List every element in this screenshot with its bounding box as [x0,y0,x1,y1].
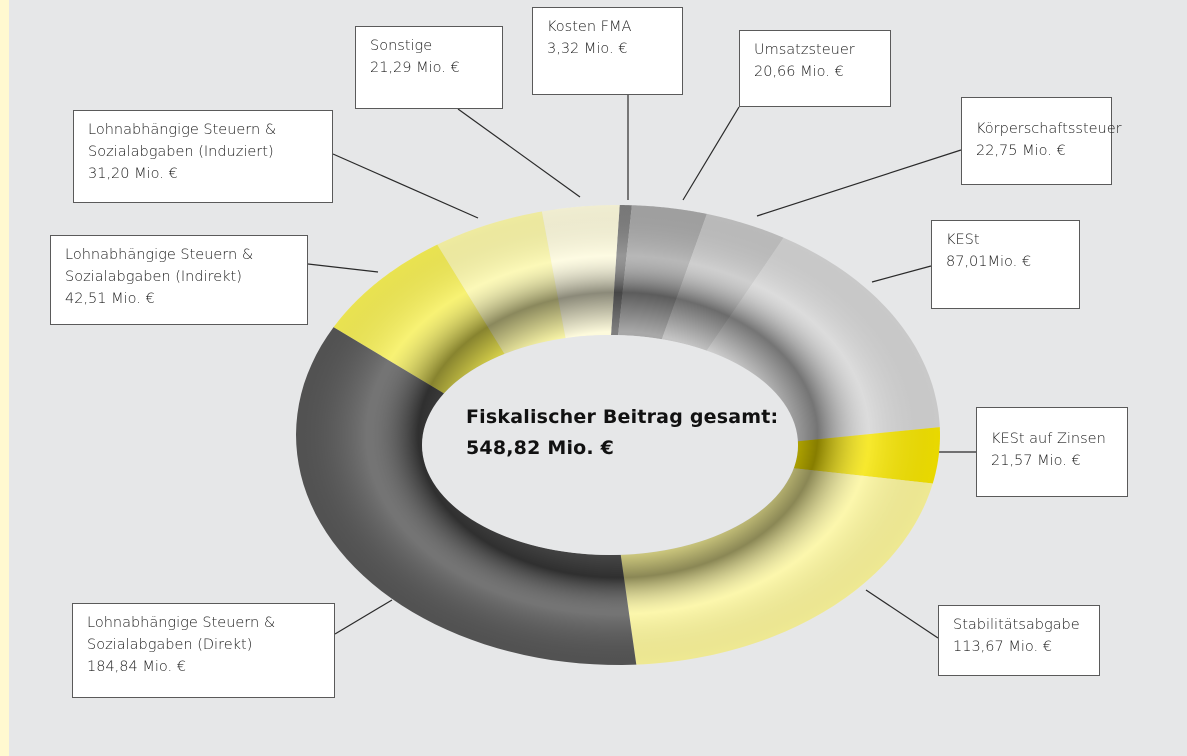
label-line: KESt [946,232,980,248]
label-line: KESt auf Zinsen [991,431,1106,447]
leader-line-umsatzsteuer [682,106,740,201]
leader-line-lohn-indirekt [307,263,379,273]
label-lohn-indirekt: Lohnabhängige Steuern & Sozialabgaben (In… [50,235,308,325]
leader-line-kest [871,265,932,283]
label-line: 22,75 Mio. € [976,143,1066,159]
side-strip [0,0,9,756]
leader-line-koerperschaftssteuer [756,149,962,217]
label-kest: KESt 87,01Mio. € [931,220,1080,309]
label-line: Sozialabgaben (Indirekt) [65,269,242,285]
label-line: Kosten FMA [547,19,632,35]
label-line: 20,66 Mio. € [754,64,844,80]
center-label-line1: Fiskalischer Beitrag gesamt: [466,406,779,428]
leader-line-sonstige [457,108,581,198]
label-line: Sonstige [370,38,433,54]
label-line: 21,57 Mio. € [991,453,1081,469]
label-line: Stabilitätsabgabe [953,617,1080,633]
label-kosten-fma: Kosten FMA 3,32 Mio. € [532,7,683,95]
label-line: 113,67 Mio. € [953,639,1052,655]
label-umsatzsteuer: Umsatzsteuer 20,66 Mio. € [739,30,891,107]
label-line: Körperschaftssteuer [976,121,1122,137]
center-total-label: Fiskalischer Beitrag gesamt: 548,82 Mio.… [466,402,778,464]
label-line: 31,20 Mio. € [88,166,178,182]
label-line: 3,32 Mio. € [547,41,628,57]
label-koerperschaftssteuer: Körperschaftssteuer 22,75 Mio. € [961,97,1122,185]
donut-hole [422,335,798,555]
label-line: Lohnabhängige Steuern & [88,122,277,138]
label-line: Umsatzsteuer [754,42,855,58]
label-line: 87,01Mio. € [946,254,1032,270]
label-kest-zinsen: KESt auf Zinsen 21,57 Mio. € [976,407,1128,497]
label-line: Lohnabhängige Steuern & [87,615,276,631]
label-lohn-induziert: Lohnabhängige Steuern & Sozialabgaben (In… [73,110,333,203]
label-line: 42,51 Mio. € [65,291,155,307]
label-line: Sozialabgaben (Induziert) [88,144,274,160]
leader-line-stabilitaetsabgabe [865,589,939,639]
label-lohn-direkt: Lohnabhängige Steuern & Sozialabgaben (Di… [72,603,335,698]
label-sonstige: Sonstige 21,29 Mio. € [355,26,503,109]
label-line: Sozialabgaben (Direkt) [87,637,253,653]
label-line: Lohnabhängige Steuern & [65,247,254,263]
center-label-line2: 548,82 Mio. € [466,437,615,459]
leader-line-lohn-induziert [332,153,479,219]
label-line: 21,29 Mio. € [370,60,460,76]
leader-line-lohn-direkt [334,599,393,635]
label-line: 184,84 Mio. € [87,659,186,675]
label-stabilitaetsabgabe: Stabilitätsabgabe 113,67 Mio. € [938,605,1100,676]
